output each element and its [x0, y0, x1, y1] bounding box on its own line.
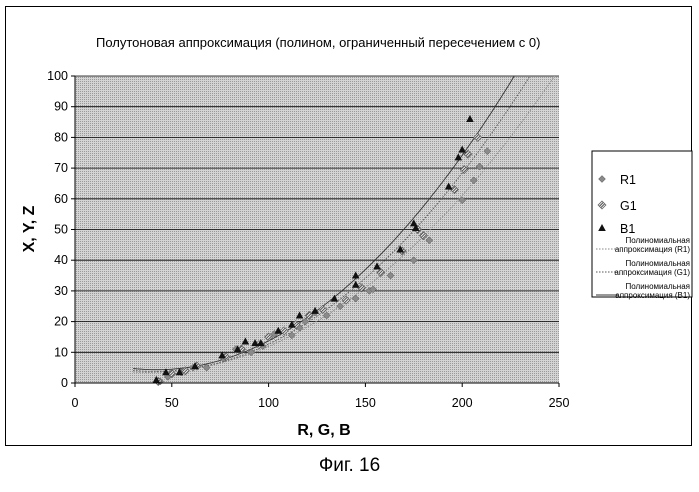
chart-svg: Полутоновая аппроксимация (полином, огра… — [6, 7, 693, 447]
legend-label-r1: R1 — [620, 173, 636, 187]
x-tick-label: 150 — [355, 396, 376, 410]
legend-trend-label: аппроксимация (B1) — [615, 291, 690, 300]
y-tick-label: 0 — [61, 376, 68, 390]
x-tick-labels: 0 50 100 150 200 250 — [72, 383, 570, 410]
x-tick-label: 100 — [258, 396, 279, 410]
y-axis-label: X, Y, Z — [21, 205, 38, 252]
chart-frame: Полутоновая аппроксимация (полином, огра… — [5, 6, 692, 446]
x-axis-label: R, G, B — [297, 422, 350, 439]
chart-title: Полутоновая аппроксимация (полином, огра… — [96, 35, 540, 50]
x-tick-label: 50 — [165, 396, 179, 410]
y-tick-labels: 0 10 20 30 40 50 60 70 80 90 100 — [47, 69, 75, 390]
y-tick-label: 70 — [54, 161, 68, 175]
legend: R1G1B1Полиномиальнаяаппроксимация (R1)По… — [592, 151, 692, 300]
x-tick-label: 200 — [452, 396, 473, 410]
legend-label-b1: B1 — [620, 222, 635, 236]
y-tick-label: 60 — [54, 192, 68, 206]
y-tick-label: 40 — [54, 253, 68, 267]
y-tick-label: 30 — [54, 284, 68, 298]
legend-trend-label: аппроксимация (R1) — [615, 245, 691, 254]
figure-caption: Фиг. 16 — [0, 455, 699, 477]
legend-trend-label: Полиномиальная — [626, 236, 690, 245]
y-tick-label: 100 — [47, 69, 68, 83]
legend-trend-label: Полиномиальная — [626, 282, 690, 291]
legend-trend-label: аппроксимация (G1) — [614, 268, 690, 277]
legend-trend-label: Полиномиальная — [626, 259, 690, 268]
legend-label-g1: G1 — [620, 199, 637, 213]
y-tick-label: 90 — [54, 100, 68, 114]
y-tick-label: 10 — [54, 345, 68, 359]
x-tick-label: 250 — [549, 396, 570, 410]
y-tick-label: 20 — [54, 315, 68, 329]
y-tick-label: 50 — [54, 223, 68, 237]
x-tick-label: 0 — [72, 396, 79, 410]
y-tick-label: 80 — [54, 130, 68, 144]
